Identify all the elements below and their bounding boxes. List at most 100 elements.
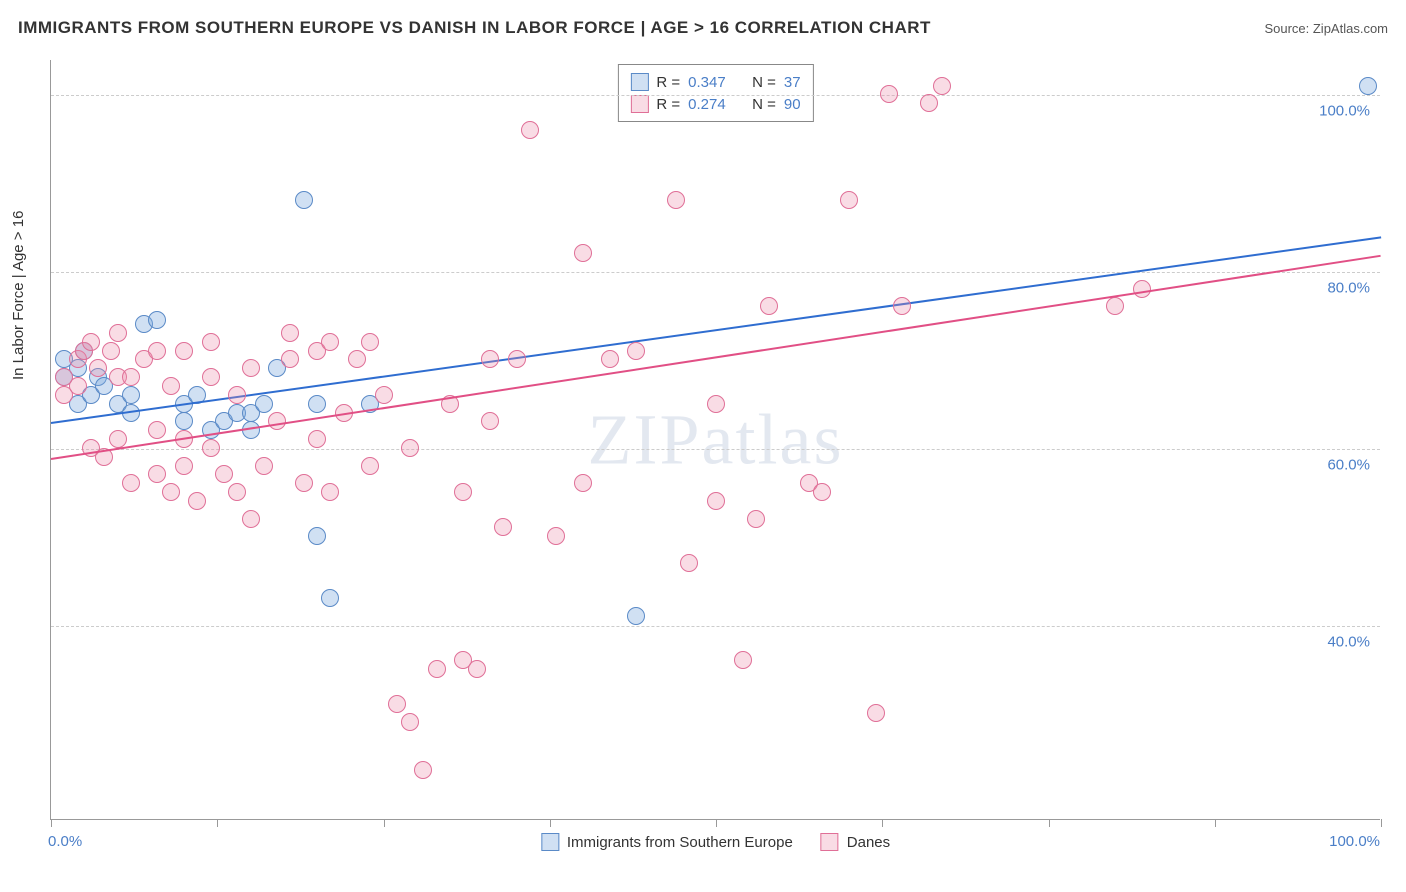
data-point bbox=[281, 350, 299, 368]
x-tick bbox=[384, 819, 385, 827]
bottom-legend-item: Immigrants from Southern Europe bbox=[541, 833, 793, 851]
data-point bbox=[401, 439, 419, 457]
gridline bbox=[51, 626, 1380, 627]
x-tick bbox=[217, 819, 218, 827]
data-point bbox=[202, 368, 220, 386]
data-point bbox=[840, 191, 858, 209]
legend-swatch bbox=[630, 73, 648, 91]
y-tick-label: 60.0% bbox=[1327, 456, 1370, 473]
data-point bbox=[547, 527, 565, 545]
data-point bbox=[148, 465, 166, 483]
data-point bbox=[255, 457, 273, 475]
legend-swatch bbox=[541, 833, 559, 851]
data-point bbox=[148, 342, 166, 360]
data-point bbox=[321, 333, 339, 351]
y-tick-label: 100.0% bbox=[1319, 103, 1370, 120]
legend-r-value: 0.347 bbox=[688, 74, 744, 91]
legend-r-label: R = bbox=[656, 96, 680, 113]
legend-swatch bbox=[630, 95, 648, 113]
data-point bbox=[321, 483, 339, 501]
x-axis-min-label: 0.0% bbox=[48, 833, 82, 850]
data-point bbox=[508, 350, 526, 368]
data-point bbox=[228, 386, 246, 404]
data-point bbox=[295, 191, 313, 209]
data-point bbox=[428, 660, 446, 678]
x-tick bbox=[716, 819, 717, 827]
data-point bbox=[202, 333, 220, 351]
data-point bbox=[215, 465, 233, 483]
data-point bbox=[468, 660, 486, 678]
data-point bbox=[228, 483, 246, 501]
data-point bbox=[162, 377, 180, 395]
data-point bbox=[361, 333, 379, 351]
x-tick bbox=[882, 819, 883, 827]
data-point bbox=[109, 430, 127, 448]
data-point bbox=[494, 518, 512, 536]
gridline bbox=[51, 272, 1380, 273]
data-point bbox=[574, 244, 592, 262]
data-point bbox=[321, 589, 339, 607]
data-point bbox=[920, 94, 938, 112]
data-point bbox=[122, 368, 140, 386]
data-point bbox=[707, 492, 725, 510]
legend-box: R =0.347N =37R =0.274N =90 bbox=[617, 64, 813, 122]
data-point bbox=[1106, 297, 1124, 315]
legend-n-label: N = bbox=[752, 96, 776, 113]
data-point bbox=[242, 359, 260, 377]
legend-n-value: 90 bbox=[784, 96, 801, 113]
data-point bbox=[627, 342, 645, 360]
data-point bbox=[734, 651, 752, 669]
data-point bbox=[175, 412, 193, 430]
data-point bbox=[388, 695, 406, 713]
data-point bbox=[401, 713, 419, 731]
data-point bbox=[308, 430, 326, 448]
legend-row: R =0.347N =37 bbox=[630, 71, 800, 93]
legend-r-value: 0.274 bbox=[688, 96, 744, 113]
data-point bbox=[747, 510, 765, 528]
data-point bbox=[69, 377, 87, 395]
data-point bbox=[414, 761, 432, 779]
legend-n-label: N = bbox=[752, 74, 776, 91]
data-point bbox=[348, 350, 366, 368]
data-point bbox=[680, 554, 698, 572]
data-point bbox=[521, 121, 539, 139]
watermark-atlas: atlas bbox=[702, 399, 844, 479]
source-label: Source: ZipAtlas.com bbox=[1264, 21, 1388, 36]
data-point bbox=[454, 483, 472, 501]
data-point bbox=[1359, 77, 1377, 95]
data-point bbox=[188, 492, 206, 510]
x-tick bbox=[1215, 819, 1216, 827]
data-point bbox=[148, 421, 166, 439]
x-tick bbox=[1049, 819, 1050, 827]
x-axis-max-label: 100.0% bbox=[1329, 833, 1380, 850]
bottom-legend: Immigrants from Southern Europe Danes bbox=[541, 833, 890, 851]
data-point bbox=[1133, 280, 1151, 298]
data-point bbox=[202, 439, 220, 457]
data-point bbox=[308, 395, 326, 413]
data-point bbox=[175, 457, 193, 475]
x-tick bbox=[1381, 819, 1382, 827]
data-point bbox=[89, 359, 107, 377]
data-point bbox=[880, 85, 898, 103]
data-point bbox=[295, 474, 313, 492]
data-point bbox=[813, 483, 831, 501]
data-point bbox=[102, 342, 120, 360]
data-point bbox=[148, 311, 166, 329]
data-point bbox=[867, 704, 885, 722]
y-tick-label: 40.0% bbox=[1327, 633, 1370, 650]
data-point bbox=[122, 474, 140, 492]
data-point bbox=[255, 395, 273, 413]
data-point bbox=[375, 386, 393, 404]
legend-swatch bbox=[821, 833, 839, 851]
data-point bbox=[308, 527, 326, 545]
y-axis-label: In Labor Force | Age > 16 bbox=[10, 211, 27, 380]
data-point bbox=[760, 297, 778, 315]
data-point bbox=[82, 333, 100, 351]
data-point bbox=[893, 297, 911, 315]
data-point bbox=[361, 457, 379, 475]
data-point bbox=[109, 324, 127, 342]
x-tick bbox=[550, 819, 551, 827]
series-label: Danes bbox=[847, 834, 890, 851]
regression-line bbox=[51, 254, 1381, 459]
y-tick-label: 80.0% bbox=[1327, 280, 1370, 297]
